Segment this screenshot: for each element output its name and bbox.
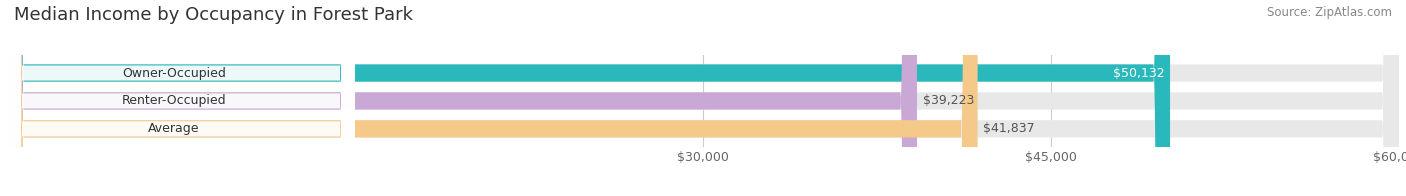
- Text: $41,837: $41,837: [983, 122, 1035, 135]
- FancyBboxPatch shape: [7, 0, 977, 196]
- Text: $39,223: $39,223: [922, 94, 974, 107]
- FancyBboxPatch shape: [7, 0, 354, 196]
- Text: Owner-Occupied: Owner-Occupied: [122, 66, 226, 80]
- FancyBboxPatch shape: [7, 0, 354, 196]
- FancyBboxPatch shape: [7, 0, 1170, 196]
- Text: $50,132: $50,132: [1114, 66, 1164, 80]
- Text: Average: Average: [148, 122, 200, 135]
- FancyBboxPatch shape: [7, 0, 917, 196]
- FancyBboxPatch shape: [7, 0, 354, 196]
- FancyBboxPatch shape: [7, 0, 1399, 196]
- Text: Renter-Occupied: Renter-Occupied: [122, 94, 226, 107]
- Text: Median Income by Occupancy in Forest Park: Median Income by Occupancy in Forest Par…: [14, 6, 413, 24]
- FancyBboxPatch shape: [7, 0, 1399, 196]
- FancyBboxPatch shape: [7, 0, 1399, 196]
- Text: Source: ZipAtlas.com: Source: ZipAtlas.com: [1267, 6, 1392, 19]
